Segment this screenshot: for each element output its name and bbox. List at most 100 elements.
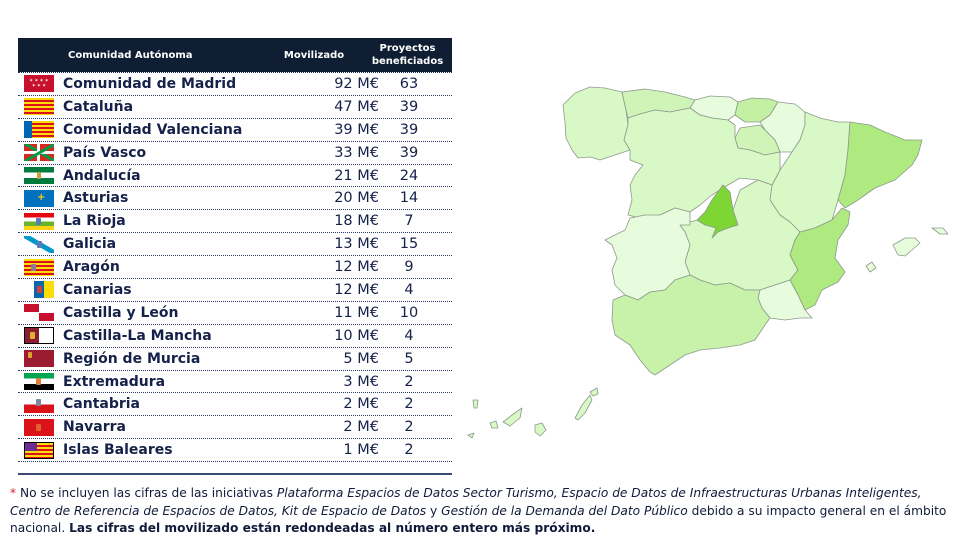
table-row: Navarra 2 M€ 2 bbox=[18, 416, 452, 440]
table-row: Canarias 12 M€ 4 bbox=[18, 279, 452, 302]
map-region-canarias-7 bbox=[467, 432, 475, 439]
region-amount: 33 M€ bbox=[334, 144, 379, 161]
region-projects: 9 bbox=[404, 259, 414, 276]
table-row: Galicia 13 M€ 15 bbox=[18, 233, 452, 257]
region-amount: 2 M€ bbox=[343, 396, 379, 413]
baleares-flag-icon bbox=[24, 441, 54, 459]
castilla-la-mancha-flag-icon bbox=[24, 327, 54, 345]
map-region-ibiza bbox=[865, 261, 877, 273]
table-row: La Rioja 18 M€ 7 bbox=[18, 210, 452, 234]
map-region-navarra bbox=[759, 101, 806, 153]
regional-funding-table: Comunidad Autónoma Movilizado Proyectos … bbox=[18, 38, 452, 463]
map-region-canarias-6 bbox=[589, 387, 599, 397]
footnote: * No se incluyen las cifras de las inici… bbox=[10, 485, 954, 538]
table-body: ✶✶✶✶ ✶✶✶ Comunidad de Madrid 92 M€ 63 Ca… bbox=[18, 72, 452, 463]
table-row: Castilla-La Mancha 10 M€ 4 bbox=[18, 325, 452, 348]
map-region-canarias-4 bbox=[534, 422, 547, 437]
region-name: Islas Baleares bbox=[63, 442, 173, 459]
region-name: Cataluña bbox=[63, 98, 134, 115]
table-row: Cantabria 2 M€ 2 bbox=[18, 393, 452, 417]
region-projects: 2 bbox=[404, 396, 414, 413]
table-row: Comunidad Valenciana 39 M€ 39 bbox=[18, 119, 452, 142]
region-amount: 39 M€ bbox=[334, 121, 379, 138]
navarra-flag-icon bbox=[24, 418, 54, 436]
region-name: Navarra bbox=[63, 419, 126, 436]
andalucia-flag-icon bbox=[24, 167, 54, 184]
header-projects: Proyectos beneficiados bbox=[363, 42, 452, 68]
region-name: Asturias bbox=[63, 190, 129, 207]
table-row: Castilla y León 11 M€ 10 bbox=[18, 302, 452, 325]
region-amount: 10 M€ bbox=[334, 327, 379, 344]
pais-vasco-flag-icon bbox=[24, 144, 54, 162]
region-projects: 2 bbox=[404, 373, 414, 390]
region-projects: 4 bbox=[404, 327, 414, 344]
map-region-menorca bbox=[931, 227, 949, 235]
aragon-flag-icon bbox=[24, 258, 54, 276]
region-projects: 24 bbox=[399, 167, 419, 184]
region-amount: 47 M€ bbox=[334, 98, 379, 115]
region-projects: 39 bbox=[399, 121, 419, 138]
region-name: Castilla-La Mancha bbox=[63, 327, 212, 344]
region-projects: 39 bbox=[399, 98, 419, 115]
table-row: Islas Baleares 1 M€ 2 bbox=[18, 439, 452, 463]
table-row: ✶✶✶✶ ✶✶✶ Comunidad de Madrid 92 M€ 63 bbox=[18, 73, 452, 96]
region-projects: 4 bbox=[404, 281, 414, 298]
castilla-y-leon-flag-icon bbox=[24, 304, 54, 322]
region-amount: 18 M€ bbox=[334, 213, 379, 230]
region-projects: 10 bbox=[399, 304, 419, 321]
footnote-asterisk: * bbox=[10, 486, 17, 500]
region-name: Galicia bbox=[63, 236, 117, 253]
region-projects: 2 bbox=[404, 442, 414, 459]
table-row: Región de Murcia 5 M€ 5 bbox=[18, 348, 452, 371]
region-projects: 5 bbox=[404, 350, 414, 367]
map-region-galicia bbox=[562, 86, 631, 161]
header-projects-line1: Proyectos bbox=[379, 43, 436, 54]
map-region-mallorca bbox=[892, 237, 921, 257]
map-region-castilla-y-leon bbox=[623, 107, 781, 219]
canarias-flag-icon bbox=[24, 281, 54, 299]
region-amount: 13 M€ bbox=[334, 236, 379, 253]
map-region-andalucia bbox=[611, 274, 771, 376]
region-name: Aragón bbox=[63, 259, 120, 276]
table-row: País Vasco 33 M€ 39 bbox=[18, 142, 452, 165]
header-projects-line2: beneficiados bbox=[371, 56, 444, 67]
footnote-text-1: No se incluyen las cifras de las iniciat… bbox=[16, 486, 277, 500]
region-name: Andalucía bbox=[63, 167, 141, 184]
region-name: Región de Murcia bbox=[63, 350, 201, 367]
header-region: Comunidad Autónoma bbox=[68, 49, 193, 61]
madrid-flag-icon: ✶✶✶✶ ✶✶✶ bbox=[24, 75, 54, 93]
valencia-flag-icon bbox=[24, 121, 54, 139]
footnote-italic-gestion: Gestión de la Demanda del Dato Público bbox=[441, 503, 688, 518]
region-projects: 2 bbox=[404, 419, 414, 436]
region-projects: 63 bbox=[399, 75, 419, 92]
cataluna-flag-icon bbox=[24, 98, 54, 116]
map-region-canarias-5 bbox=[574, 394, 593, 421]
footnote-text-3: debido a su impacto general en el ámbito… bbox=[10, 503, 947, 536]
region-amount: 5 M€ bbox=[343, 350, 379, 367]
table-row: Cataluña 47 M€ 39 bbox=[18, 96, 452, 119]
region-name: País Vasco bbox=[63, 144, 147, 161]
region-name: Canarias bbox=[63, 281, 132, 298]
region-projects: 15 bbox=[399, 236, 419, 253]
region-amount: 92 M€ bbox=[334, 75, 379, 92]
spain-regions-map bbox=[455, 70, 960, 450]
table-header: Comunidad Autónoma Movilizado Proyectos … bbox=[18, 38, 452, 72]
table-bottom-divider bbox=[18, 473, 452, 475]
footnote-rounding-note: Las cifras del movilizado están redondea… bbox=[69, 521, 596, 535]
region-amount: 21 M€ bbox=[334, 167, 379, 184]
region-amount: 1 M€ bbox=[343, 442, 379, 459]
region-projects: 7 bbox=[404, 213, 414, 230]
table-row: Aragón 12 M€ 9 bbox=[18, 256, 452, 280]
region-projects: 14 bbox=[399, 190, 419, 207]
map-region-canarias-2 bbox=[489, 420, 499, 429]
footnote-italic-initiatives: Plataforma Espacios de Datos Sector Turi… bbox=[10, 486, 922, 518]
asturias-flag-icon: + bbox=[24, 189, 54, 207]
region-name: La Rioja bbox=[63, 213, 126, 230]
map-region-valencia bbox=[789, 207, 851, 311]
region-amount: 12 M€ bbox=[334, 259, 379, 276]
footnote-text-2: y bbox=[426, 503, 442, 518]
map-region-canarias-3 bbox=[502, 407, 523, 427]
galicia-flag-icon bbox=[24, 235, 54, 253]
region-amount: 20 M€ bbox=[334, 190, 379, 207]
extremadura-flag-icon bbox=[24, 373, 54, 391]
